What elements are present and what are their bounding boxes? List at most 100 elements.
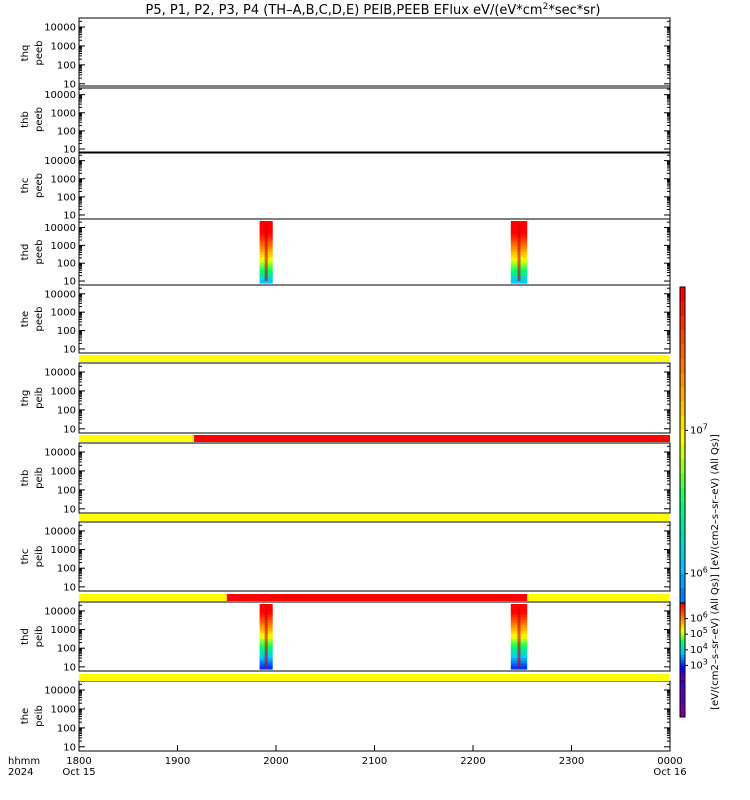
y-tick-label: 10 (63, 582, 76, 593)
y-tick-label: 100 (57, 326, 76, 337)
panel-frame (78, 284, 671, 354)
panel-label-probe: thb (20, 111, 31, 128)
spectrogram-block (510, 221, 528, 284)
x-tick-label: 1800 (66, 756, 91, 767)
y-tick-label: 10000 (44, 289, 76, 300)
panel-label-product: peib (34, 467, 45, 489)
y-tick-label: 10000 (44, 606, 76, 617)
y-tick-label: 100 (57, 126, 76, 137)
colorbar-swatch (680, 545, 685, 560)
panel-the-peeb: 10 100 1000 10000 the peeb (20, 284, 671, 355)
panel-label-probe: thq (20, 45, 31, 62)
panel-frame (78, 17, 671, 89)
colorbar-swatch (680, 626, 685, 630)
panel-label-probe: thb (20, 470, 31, 487)
colorbar-swatch (680, 610, 685, 614)
spectrogram-block (259, 604, 273, 670)
y-tick-label: 1000 (51, 174, 76, 185)
y-tick-label: 1000 (51, 241, 76, 252)
colorbar-swatch (680, 678, 685, 682)
status-bar-segment (527, 594, 670, 601)
title-superscript: 2 (543, 2, 549, 12)
colorbar-frame (679, 602, 686, 682)
y-tick-label: 1000 (51, 108, 76, 119)
colorbar-swatch (680, 588, 685, 603)
panel-thq-peeb: 10 100 1000 10000 thq peeb (20, 17, 671, 90)
colorbar-swatch (680, 573, 685, 589)
panel-thg-peib: 10 100 1000 10000 thg peib (20, 362, 671, 435)
panel-thc-peeb: 10 100 1000 10000 thc peeb (20, 151, 671, 221)
colorbar-swatch (680, 344, 685, 360)
x-row-label-2: 2024 (8, 767, 33, 778)
colorbar-frame (679, 286, 686, 718)
status-bar (79, 594, 670, 601)
colorbar-swatch (680, 613, 685, 617)
panel-label-product: peib (34, 387, 45, 409)
y-tick-label: 1000 (51, 386, 76, 397)
colorbar-swatch (680, 559, 685, 575)
status-bar (79, 514, 670, 521)
y-tick-label: 10 (63, 210, 76, 221)
colorbar-swatch (680, 660, 685, 664)
panel-label-product: peeb (34, 307, 45, 332)
x-tick-label: 2000 (263, 756, 288, 767)
panel-frame (78, 85, 671, 154)
panel-label-probe: thg (20, 390, 31, 407)
colorbar-swatch (680, 401, 685, 417)
panel-frame (78, 218, 671, 286)
title-text: P5, P1, P2, P3, P4 (TH–A,B,C,D,E) PEIB,P… (146, 3, 543, 18)
y-tick-label: 10000 (44, 90, 76, 101)
spectrogram-cell (510, 280, 528, 284)
panel-label-probe: thd (20, 628, 31, 645)
colorbar-label: [eV/(cm2–s–sr–eV) (All Qs)] (710, 574, 721, 710)
panel-label-product: peib (34, 705, 45, 727)
y-tick-label: 10 (63, 424, 76, 435)
panel-the-peib: 10 100 1000 10000 the peib (20, 680, 671, 753)
panel-label-probe: thd (20, 244, 31, 261)
y-tick-label: 10000 (44, 526, 76, 537)
y-tick-label: 10 (63, 504, 76, 515)
panel-label-probe: thc (20, 549, 31, 565)
colorbar-swatch (680, 416, 685, 431)
y-tick-label: 10 (63, 144, 76, 155)
colorbar-swatch (680, 430, 685, 446)
panel-thb-peib: 10 100 1000 10000 thb peib (20, 442, 671, 515)
colorbar-swatch (680, 373, 685, 388)
panel-label-product: peeb (34, 107, 45, 132)
colorbar-swatch (680, 688, 685, 704)
y-tick-label: 100 (57, 564, 76, 575)
panel-label-product: peeb (34, 240, 45, 265)
x-tick-label: 1900 (165, 756, 190, 767)
y-tick-label: 100 (57, 485, 76, 496)
panel-label-product: peib (34, 546, 45, 568)
y-tick-label: 100 (57, 259, 76, 270)
colorbar-tick-label: 104 (690, 642, 708, 656)
colorbar-swatch (680, 652, 685, 656)
y-tick-label: 10 (63, 742, 76, 753)
colorbar-swatch (680, 603, 685, 607)
status-bar (79, 355, 670, 362)
colorbar-swatch (680, 473, 685, 489)
y-tick-label: 10 (63, 79, 76, 90)
colorbar-swatch (680, 330, 685, 345)
y-tick-label: 1000 (51, 625, 76, 636)
x-tick-label: 2200 (460, 756, 485, 767)
x-end-date: Oct 16 (653, 767, 686, 778)
y-tick-label: 100 (57, 192, 76, 203)
panel-label-product: peeb (34, 41, 45, 66)
panel-label-probe: the (20, 311, 31, 327)
panel-label-product: peib (34, 626, 45, 648)
status-bar-segment (79, 594, 227, 601)
colorbar-swatch (680, 647, 685, 651)
y-tick-label: 100 (57, 644, 76, 655)
status-bars-layer (79, 355, 670, 681)
x-tick-label: 2100 (362, 756, 387, 767)
y-tick-label: 1000 (51, 466, 76, 477)
status-bar-segment (193, 435, 670, 442)
spectrogram-cell (259, 666, 273, 670)
colorbar-swatch (680, 639, 685, 643)
panel-thd-peib: 10 100 1000 10000 thd peib (20, 601, 671, 673)
